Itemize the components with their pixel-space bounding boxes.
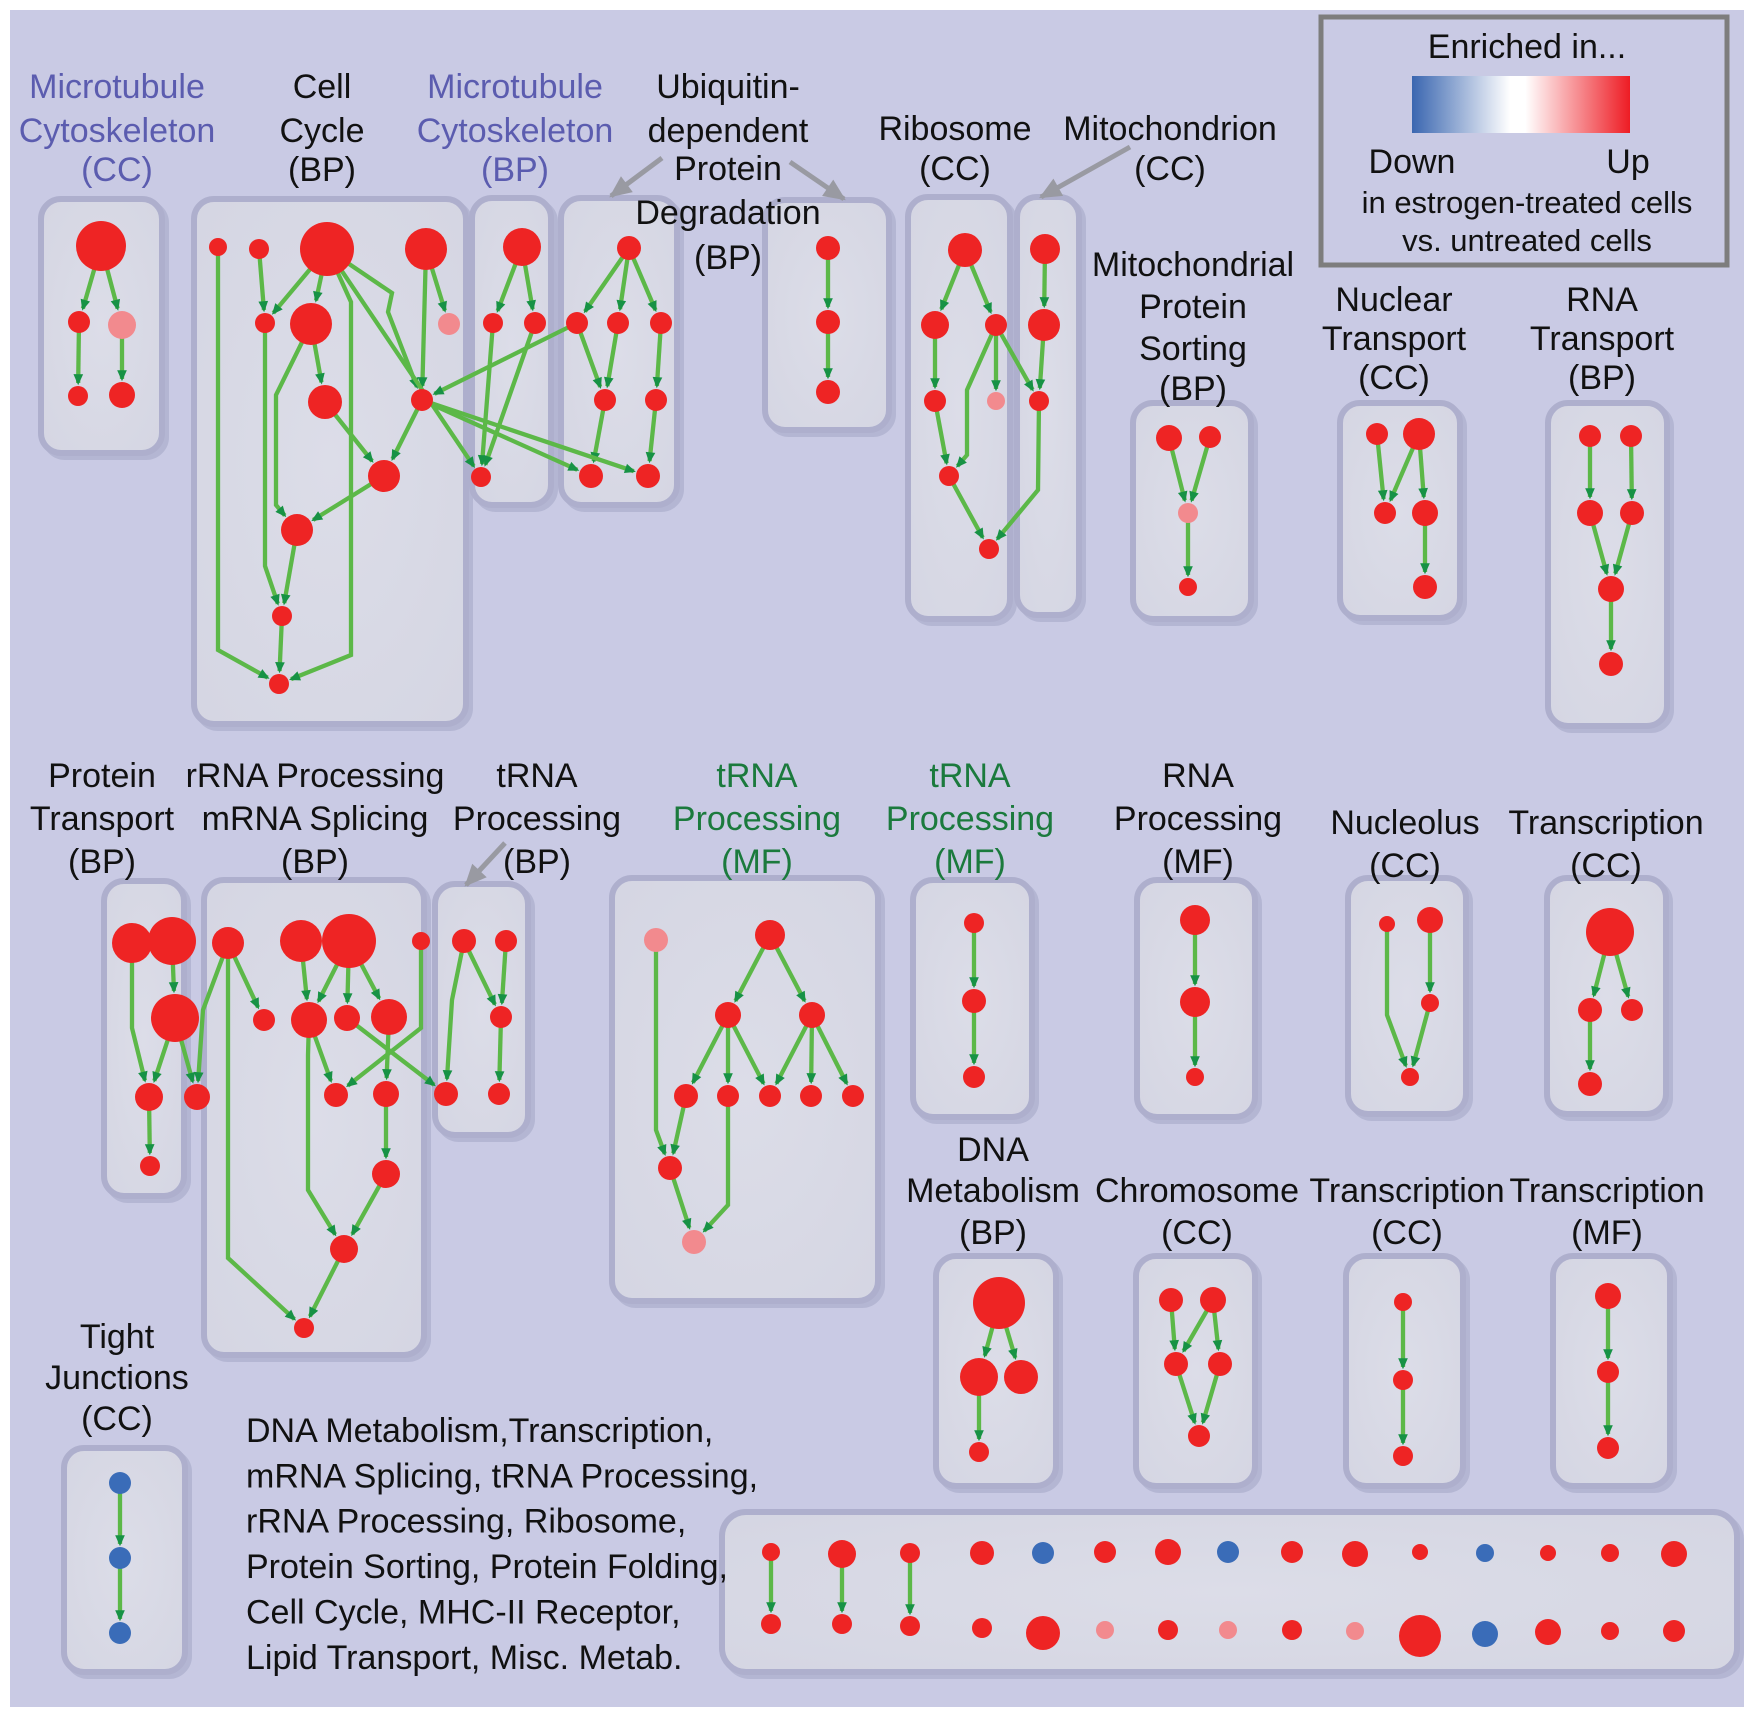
svg-text:Junctions: Junctions xyxy=(45,1359,189,1397)
svg-text:tRNA: tRNA xyxy=(929,757,1011,795)
svg-text:rRNA Processing, Ribosome,: rRNA Processing, Ribosome, xyxy=(246,1503,686,1541)
svg-text:Up: Up xyxy=(1606,143,1649,181)
svg-text:Enriched in...: Enriched in... xyxy=(1428,28,1626,66)
svg-text:(CC): (CC) xyxy=(81,1400,153,1438)
svg-text:tRNA: tRNA xyxy=(496,757,578,795)
svg-text:(CC): (CC) xyxy=(1371,1214,1443,1252)
svg-text:Processing: Processing xyxy=(886,800,1054,838)
svg-text:(CC): (CC) xyxy=(1134,150,1206,188)
svg-text:(CC): (CC) xyxy=(1570,847,1642,885)
svg-text:(CC): (CC) xyxy=(81,151,153,189)
svg-text:(MF): (MF) xyxy=(1162,843,1234,881)
svg-text:Processing: Processing xyxy=(1114,800,1282,838)
svg-text:(BP): (BP) xyxy=(503,843,571,881)
svg-text:Protein Sorting, Protein Foldi: Protein Sorting, Protein Folding, xyxy=(246,1548,728,1586)
svg-text:rRNA Processing: rRNA Processing xyxy=(186,757,445,795)
svg-text:(MF): (MF) xyxy=(1571,1214,1643,1252)
svg-text:Ribosome: Ribosome xyxy=(878,110,1031,148)
svg-text:(BP): (BP) xyxy=(481,151,549,189)
svg-text:Lipid Transport, Misc. Metab.: Lipid Transport, Misc. Metab. xyxy=(246,1639,683,1677)
svg-text:Processing: Processing xyxy=(453,800,621,838)
svg-text:(BP): (BP) xyxy=(281,843,349,881)
svg-text:dependent: dependent xyxy=(648,112,809,150)
svg-text:Nucleolus: Nucleolus xyxy=(1330,804,1479,842)
svg-text:Cycle: Cycle xyxy=(279,112,364,150)
svg-text:(BP): (BP) xyxy=(959,1214,1027,1252)
svg-text:(BP): (BP) xyxy=(1159,370,1227,408)
svg-text:Down: Down xyxy=(1369,143,1456,181)
svg-text:mRNA Splicing: mRNA Splicing xyxy=(202,800,429,838)
svg-text:(BP): (BP) xyxy=(694,239,762,277)
svg-text:Protein: Protein xyxy=(1139,288,1247,326)
svg-text:RNA: RNA xyxy=(1566,281,1638,319)
svg-text:(BP): (BP) xyxy=(288,151,356,189)
svg-text:Protein: Protein xyxy=(674,150,782,188)
svg-text:Ubiquitin-: Ubiquitin- xyxy=(656,68,800,106)
svg-text:(CC): (CC) xyxy=(1161,1214,1233,1252)
svg-text:RNA: RNA xyxy=(1162,757,1234,795)
svg-text:Transport: Transport xyxy=(1530,320,1675,358)
svg-text:(CC): (CC) xyxy=(919,150,991,188)
svg-text:Protein: Protein xyxy=(48,757,156,795)
svg-text:Transcription: Transcription xyxy=(1509,1172,1704,1210)
svg-text:Cell Cycle, MHC-II Receptor,: Cell Cycle, MHC-II Receptor, xyxy=(246,1594,681,1632)
svg-text:Cytoskeleton: Cytoskeleton xyxy=(19,112,216,150)
svg-text:Mitochondrial: Mitochondrial xyxy=(1092,246,1294,284)
svg-text:vs. untreated cells: vs. untreated cells xyxy=(1402,223,1652,258)
svg-text:(BP): (BP) xyxy=(68,843,136,881)
svg-text:Degradation: Degradation xyxy=(635,194,820,232)
svg-text:(CC): (CC) xyxy=(1369,847,1441,885)
svg-text:DNA Metabolism,Transcription,: DNA Metabolism,Transcription, xyxy=(246,1412,713,1450)
svg-text:Chromosome: Chromosome xyxy=(1095,1172,1299,1210)
svg-text:(CC): (CC) xyxy=(1358,359,1430,397)
svg-text:Microtubule: Microtubule xyxy=(427,68,603,106)
svg-text:Cell: Cell xyxy=(293,68,352,106)
svg-text:tRNA: tRNA xyxy=(716,757,798,795)
svg-text:Sorting: Sorting xyxy=(1139,330,1247,368)
svg-text:Transport: Transport xyxy=(1322,320,1467,358)
svg-text:Transcription: Transcription xyxy=(1508,804,1703,842)
svg-text:Nuclear: Nuclear xyxy=(1335,281,1452,319)
svg-text:DNA: DNA xyxy=(957,1131,1029,1169)
svg-text:mRNA Splicing, tRNA Processing: mRNA Splicing, tRNA Processing, xyxy=(246,1457,758,1495)
svg-text:Microtubule: Microtubule xyxy=(29,68,205,106)
svg-text:Metabolism: Metabolism xyxy=(906,1172,1080,1210)
svg-text:(BP): (BP) xyxy=(1568,359,1636,397)
svg-text:Tight: Tight xyxy=(80,1318,155,1356)
svg-text:(MF): (MF) xyxy=(934,843,1006,881)
svg-text:Transport: Transport xyxy=(30,800,175,838)
svg-text:Mitochondrion: Mitochondrion xyxy=(1063,110,1277,148)
svg-text:Transcription: Transcription xyxy=(1309,1172,1504,1210)
svg-text:in estrogen-treated cells: in estrogen-treated cells xyxy=(1362,185,1693,220)
svg-text:Cytoskeleton: Cytoskeleton xyxy=(417,112,614,150)
svg-text:(MF): (MF) xyxy=(721,843,793,881)
svg-text:Processing: Processing xyxy=(673,800,841,838)
